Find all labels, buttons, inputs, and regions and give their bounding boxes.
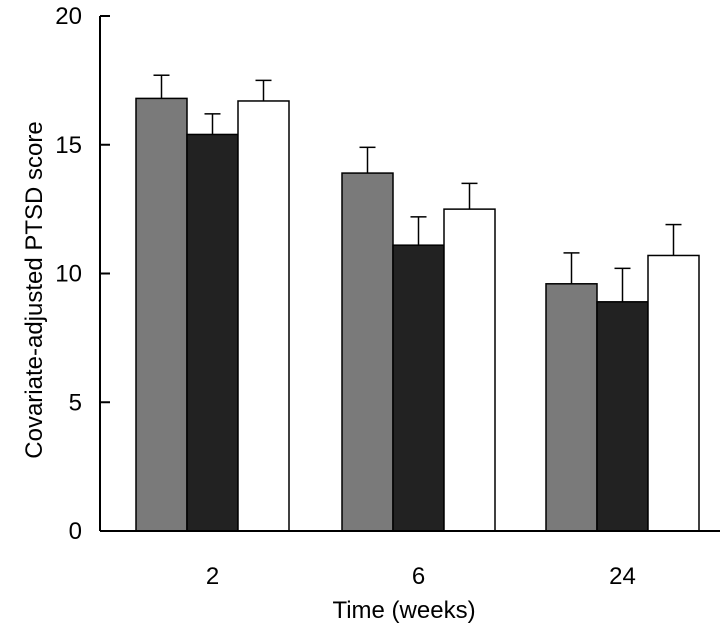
bar (135, 97, 188, 532)
x-tick-label: 24 (609, 563, 636, 590)
y-tick-label: 20 (55, 3, 82, 30)
x-tick-label: 6 (412, 563, 425, 590)
bar (596, 301, 649, 532)
y-tick-label: 0 (69, 518, 82, 545)
y-tick-label: 15 (55, 132, 82, 159)
bar (341, 172, 394, 532)
error-bars-layer (153, 74, 682, 302)
bar (545, 283, 598, 532)
x-tick-label: 2 (206, 563, 219, 590)
y-axis-title: Covariate-adjusted PTSD score (21, 121, 48, 458)
bar (186, 133, 239, 532)
x-axis-ticks: 2 6 24 (206, 563, 636, 590)
y-tick-label: 10 (55, 261, 82, 288)
x-axis-title: Time (weeks) (332, 597, 475, 624)
y-axis-ticks: 0 5 10 15 20 (55, 3, 110, 545)
bar (443, 208, 496, 532)
bars-layer (135, 97, 700, 532)
bar (392, 244, 445, 532)
bar (647, 254, 700, 532)
y-tick-label: 5 (69, 389, 82, 416)
bar (237, 100, 290, 532)
